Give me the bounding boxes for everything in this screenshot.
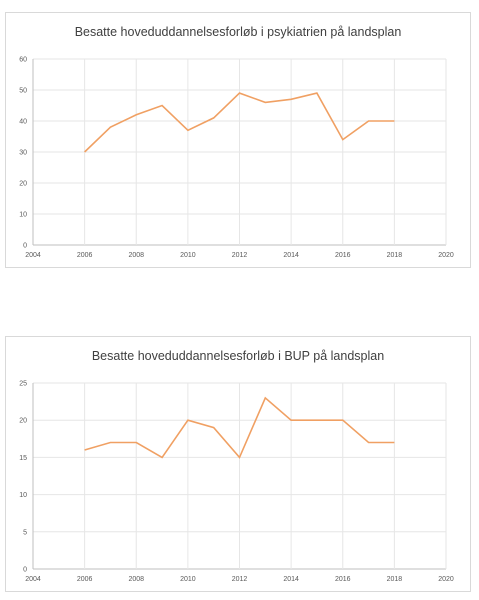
y-tick-label: 20	[19, 181, 27, 188]
y-tick-label: 0	[23, 567, 27, 574]
x-tick-label: 2008	[128, 576, 144, 583]
chart-title: Besatte hoveduddannelsesforløb i BUP på …	[91, 349, 385, 363]
y-tick-label: 60	[19, 57, 27, 64]
y-tick-label: 50	[19, 88, 27, 95]
series-line	[84, 396, 395, 459]
x-tick-label: 2010	[180, 576, 196, 583]
chart-title: Besatte hoveduddannelsesforløb i psykiat…	[74, 25, 402, 39]
x-tick-label: 2014	[283, 576, 299, 583]
x-tick-label: 2020	[438, 576, 454, 583]
chart-plot-area: 0 10 20 30 40 50 60 2004 2006 2008 2010 2012 2014 201…	[19, 57, 454, 260]
y-tick-label: 5	[23, 529, 27, 536]
y-tick-label: 20	[19, 418, 27, 425]
x-tick-label: 2016	[335, 576, 351, 583]
y-tick-label: 10	[19, 212, 27, 219]
chart-plot-area: 0 5 10 15 20 25 2004 2006 2008 2010 2012 2014 2016 20…	[19, 381, 454, 584]
x-tick-label: 2012	[232, 252, 248, 259]
x-tick-label: 2004	[25, 252, 41, 259]
y-tick-label: 10	[19, 492, 27, 499]
x-tick-label: 2008	[128, 252, 144, 259]
y-tick-label: 15	[19, 455, 27, 462]
x-tick-label: 2012	[232, 576, 248, 583]
x-tick-label: 2006	[77, 576, 93, 583]
x-tick-label: 2018	[387, 252, 403, 259]
x-tick-label: 2020	[438, 252, 454, 259]
x-tick-label: 2014	[283, 252, 299, 259]
x-tick-label: 2018	[387, 576, 403, 583]
y-tick-label: 0	[23, 243, 27, 250]
series-line	[84, 92, 395, 153]
x-tick-label: 2006	[77, 252, 93, 259]
chart-bup: Besatte hoveduddannelsesforløb i BUP på …	[5, 336, 471, 592]
chart-psykiatri: Besatte hoveduddannelsesforløb i psykiat…	[5, 12, 471, 268]
y-tick-label: 25	[19, 381, 27, 388]
x-tick-label: 2010	[180, 252, 196, 259]
y-tick-label: 30	[19, 150, 27, 157]
y-tick-label: 40	[19, 119, 27, 126]
x-tick-label: 2016	[335, 252, 351, 259]
x-tick-label: 2004	[25, 576, 41, 583]
